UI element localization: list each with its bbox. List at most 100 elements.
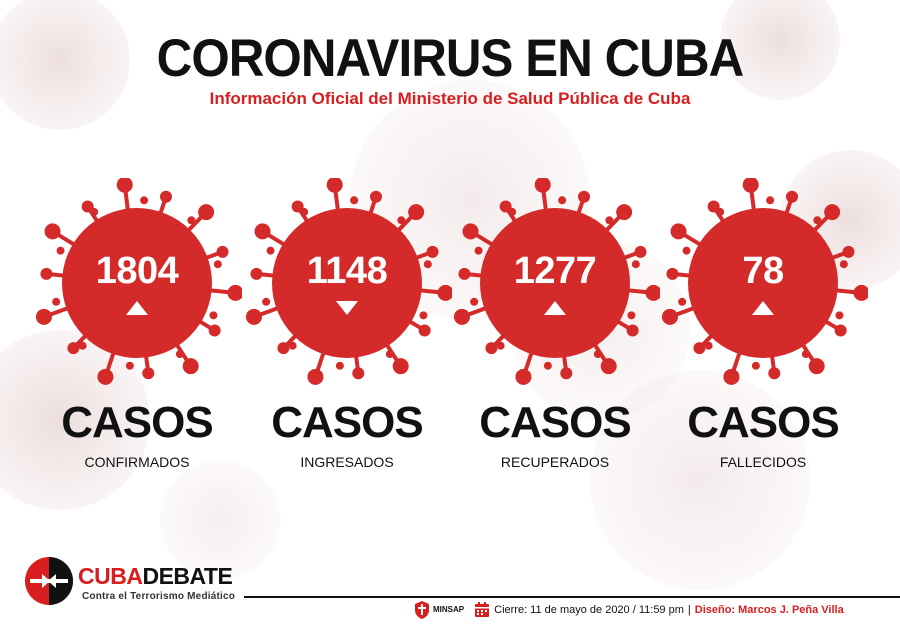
virus-spike-tip [437,284,452,301]
stat-label: CASOS [687,398,839,447]
logo-wordmark: CUBADEBATE [78,563,233,590]
virus-nub [266,246,275,255]
virus-spike-tip [198,204,215,221]
virus-nub [605,216,614,225]
logo-name-part2: DEBATE [142,563,233,589]
virus-nub [716,207,725,216]
virus-nub [704,341,713,350]
cubadebate-logo[interactable]: CUBADEBATE Contra el Terrorismo Mediátic… [24,556,264,606]
virus-spike-tip [142,367,155,380]
page-title: CORONAVIRUS EN CUBA [156,29,745,88]
virus-nub [508,207,517,216]
virus-spike-tip [462,223,479,240]
virus-spike-tip [160,190,173,203]
stat-deceased-virus: 78 [658,178,868,388]
virus-spike-tip [853,284,868,301]
footer-separator: | [687,604,691,616]
virus-nub [125,361,134,370]
virus-spike-tip [254,223,271,240]
virus-nub [78,341,87,350]
virus-spike-tip [560,367,573,380]
virus-spike-tip [250,267,263,280]
virus-spike-tip [824,204,841,221]
virus-nub [209,311,218,320]
virus-nub [140,196,149,205]
virus-nub [300,207,309,216]
stat-label: CASOS [271,398,423,447]
virus-spike-tip [707,200,720,213]
virus-spike-tip [326,178,343,193]
virus-body [62,208,212,358]
virus-spike-tip [453,308,470,325]
virus-icon [35,178,242,385]
virus-spike-tip [670,223,687,240]
virus-spike-tip [67,342,80,355]
virus-spike-tip [277,342,290,355]
virus-nub [593,350,602,359]
virus-nub [385,350,394,359]
virus-nub [56,246,65,255]
virus-spike-tip [426,245,439,258]
virus-body [480,208,630,358]
stat-sublabel: RECUPERADOS [500,454,610,470]
virus-spike-tip [216,245,229,258]
virus-nub [175,350,184,359]
virus-body [272,208,422,358]
triangle-down-icon [336,301,358,315]
virus-icon [453,178,660,385]
virus-spike-tip [245,308,262,325]
stat-sublabel: INGRESADOS [300,454,394,470]
virus-nub [839,260,848,269]
virus-body [688,208,838,358]
virus-spike-tip [616,204,633,221]
virus-spike-tip [534,178,551,193]
virus-nub [288,341,297,350]
logo-tagline: Contra el Terrorismo Mediático [82,591,236,602]
virus-spike-tip [723,368,740,385]
stat-confirmed-virus: 1804 [32,178,242,388]
stat-value: 1277 [513,250,597,292]
stat-label: CASOS [61,398,213,447]
virus-spike-tip [35,308,52,325]
virus-nub [627,311,636,320]
design-credit: Diseño: Marcos J. Peña Villa [694,604,844,616]
stat-admitted-virus: 1148 [242,178,452,388]
virus-spike-tip [182,358,199,375]
stat-value: 78 [742,250,784,292]
triangle-up-icon [544,301,566,315]
stat-sublabel: FALLECIDOS [719,454,807,470]
footer-credits: MINSAP Cierre: 11 de mayo de 2020 / 11:5… [414,600,844,620]
virus-spike-tip [116,178,133,193]
virus-spike-tip [693,342,706,355]
stat-sublabel: CONFIRMADOS [84,454,190,470]
virus-spike-tip [408,204,425,221]
virus-spike-tip [352,367,365,380]
stat-recovered-virus: 1277 [450,178,660,388]
virus-nub [496,341,505,350]
virus-spike-tip [600,358,617,375]
minsap-emblem-icon [415,601,429,619]
virus-nub [262,297,271,306]
virus-nub [474,246,483,255]
cubadebate-logo-icon [25,557,73,605]
virus-nub [470,297,479,306]
virus-nub [350,196,359,205]
virus-nub [397,216,406,225]
virus-nub [90,207,99,216]
virus-spike-tip [661,308,678,325]
virus-icon [245,178,452,385]
virus-spike-tip [44,223,61,240]
virus-nub [187,216,196,225]
virus-spike-tip [499,200,512,213]
virus-spike-tip [370,190,383,203]
virus-spike-tip [842,245,855,258]
virus-icon [661,178,868,385]
virus-nub [631,260,640,269]
triangle-up-icon [752,301,774,315]
virus-spike-tip [834,324,847,337]
stat-label: CASOS [479,398,631,447]
virus-nub [419,311,428,320]
closing-date: Cierre: 11 de mayo de 2020 / 11:59 pm [494,604,684,616]
virus-spike-tip [418,324,431,337]
